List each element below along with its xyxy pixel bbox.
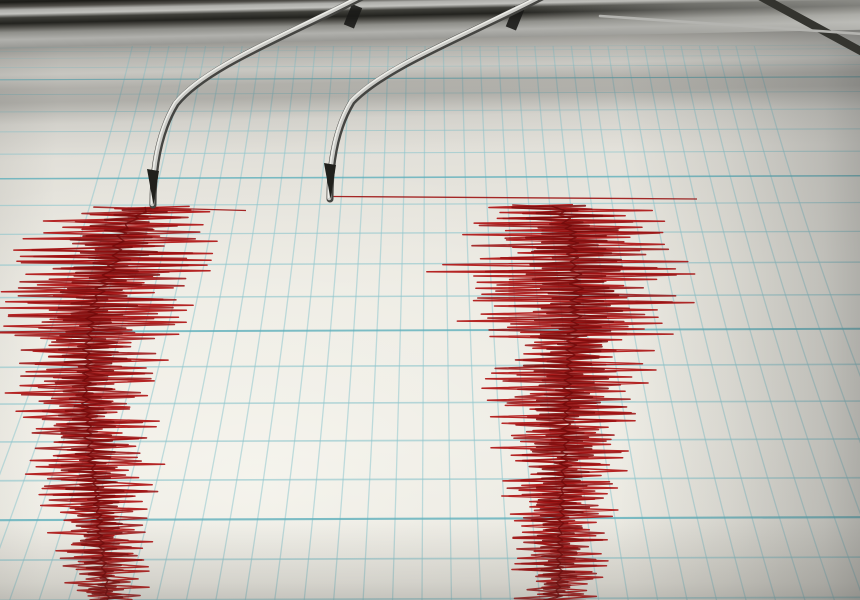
left-needle-arm (147, 0, 364, 209)
pen-baseline (154, 207, 247, 212)
left-pen-tip (147, 169, 159, 205)
bar-notch (343, 4, 363, 29)
pen-baseline (332, 195, 698, 200)
trace-right (426, 203, 696, 600)
right-vignette (620, 0, 860, 600)
trace-left (0, 205, 218, 600)
seismic-traces (0, 203, 696, 600)
top-right-dark-rod (758, 0, 860, 56)
right-needle-arm (324, 0, 544, 203)
right-pen-tip (324, 163, 336, 199)
bar-notch (505, 5, 525, 31)
bottom-vignette (0, 520, 860, 600)
top-right-silver-rod (598, 14, 860, 36)
